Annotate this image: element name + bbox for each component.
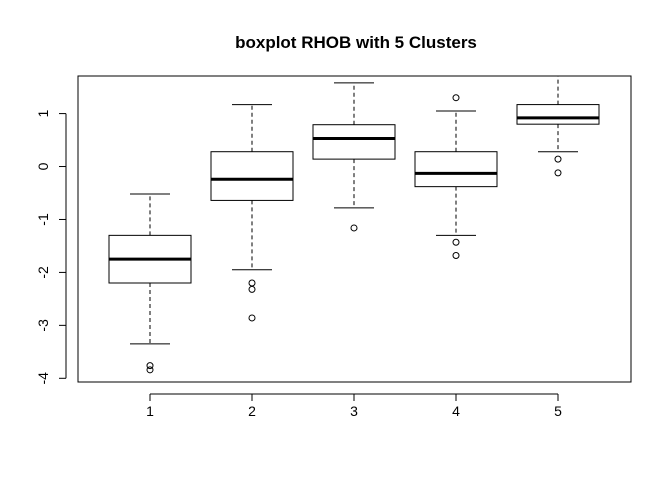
x-tick-label: 1 <box>146 403 154 419</box>
box-cluster-3 <box>312 82 396 232</box>
outlier-point <box>146 362 154 370</box>
y-tick-label: 1 <box>35 109 51 117</box>
y-tick-label: -1 <box>35 213 51 226</box>
x-tick-label: 5 <box>554 403 562 419</box>
x-axis: 1 2 3 4 5 <box>146 393 562 419</box>
y-tick-label: -3 <box>35 319 51 332</box>
iqr-box <box>210 151 294 201</box>
y-axis: -4 -3 -2 -1 0 1 <box>35 109 67 385</box>
outlier-point <box>146 366 154 374</box>
outlier-point <box>248 279 256 287</box>
y-tick-label: -2 <box>35 266 51 279</box>
box-cluster-2 <box>210 104 294 322</box>
chart-title: boxplot RHOB with 5 Clusters <box>235 33 477 52</box>
outlier-point <box>554 169 562 177</box>
box-group <box>108 75 600 374</box>
outlier-point <box>248 314 256 322</box>
outlier-point <box>452 251 460 259</box>
iqr-box <box>414 151 498 188</box>
outlier-point <box>452 238 460 246</box>
y-tick-label: -4 <box>35 372 51 385</box>
outlier-point <box>248 285 256 293</box>
y-tick-label: 0 <box>35 162 51 170</box>
x-tick-label: 2 <box>248 403 256 419</box>
box-cluster-5 <box>516 75 600 177</box>
x-tick-label: 3 <box>350 403 358 419</box>
outlier-point <box>554 155 562 163</box>
iqr-box <box>516 104 600 125</box>
outlier-point <box>452 94 460 102</box>
box-cluster-4 <box>414 94 498 259</box>
iqr-box <box>312 124 396 160</box>
outlier-point <box>350 224 358 232</box>
x-tick-label: 4 <box>452 403 460 419</box>
box-cluster-1 <box>108 193 192 374</box>
plot-frame <box>77 75 632 383</box>
